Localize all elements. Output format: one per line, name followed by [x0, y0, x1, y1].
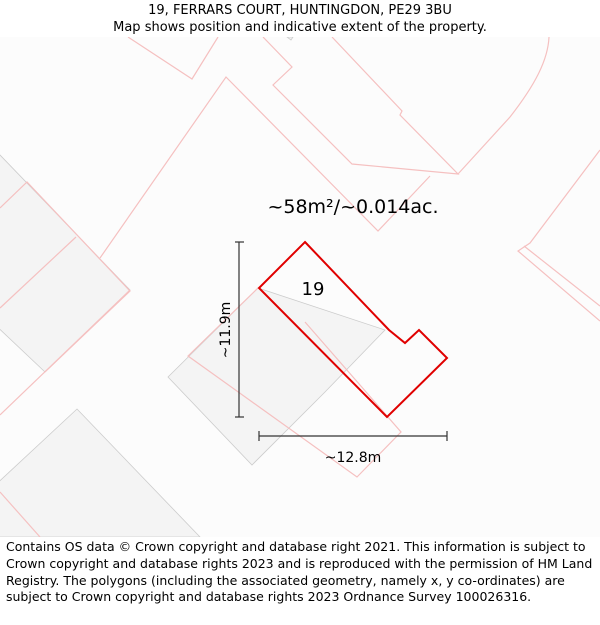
parcel-right [517, 149, 600, 322]
dimension-lines [235, 241, 448, 441]
width-dimension-label: ~12.8m [325, 450, 382, 466]
parcel-centre-lower [187, 287, 402, 478]
parcel-right-inner [523, 245, 600, 307]
property-address-title: 19, FERRARS COURT, HUNTINGDON, PE29 3BU [148, 3, 452, 18]
property-boundary[interactable] [257, 240, 449, 419]
parcel-left-b [0, 236, 77, 309]
building-top-sliver [286, 37, 294, 41]
parcel-top-centre-outer [99, 76, 431, 259]
header: 19, FERRARS COURT, HUNTINGDON, PE29 3BU … [0, 0, 600, 37]
parcel-left-c [0, 289, 131, 416]
area-label: ~58m²/~0.014ac. [267, 196, 438, 218]
parcel-top-right-curve [457, 37, 550, 175]
map-canvas[interactable]: ~58m²/~0.014ac. 19 ~11.9m ~12.8m [0, 37, 600, 537]
parcel-top-centre-inner [262, 37, 460, 175]
height-dimension-label: ~11.9m [218, 302, 234, 359]
building-footprints [0, 37, 386, 537]
map-subtitle: Map shows position and indicative extent… [113, 20, 487, 35]
plot-number-label: 19 [302, 279, 325, 300]
parcel-boundaries [0, 37, 600, 537]
copyright-attribution: Contains OS data © Crown copyright and d… [6, 539, 593, 605]
building-bottom-left [0, 408, 201, 537]
building-left-upper [0, 154, 131, 373]
parcel-top-left [127, 37, 219, 80]
parcel-bottom-left-edge [0, 491, 41, 537]
